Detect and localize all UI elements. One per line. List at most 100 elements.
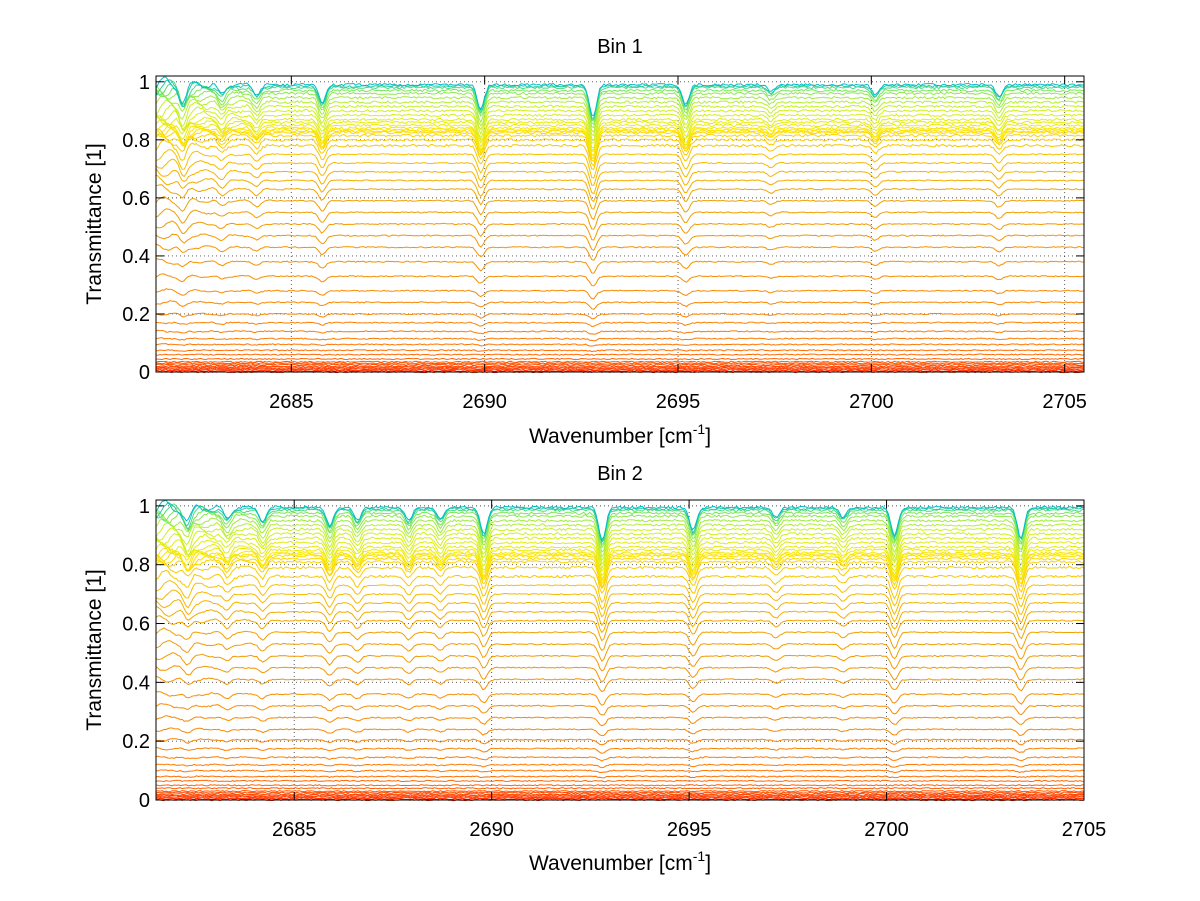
series-line [155,615,1085,642]
series-line [155,796,1084,799]
series-line [155,233,1085,251]
series-line [155,548,1085,583]
x-tick-label: 2685 [269,391,314,413]
series-line [155,363,1085,366]
series-line [155,769,1085,774]
series-line [155,329,1085,335]
chart-panel-bin-2: Bin 2 2685 2690 2695 2700 2705 0 0.2 0.4 0.6 0.8 1… [83,463,1106,875]
series-line [155,794,1085,797]
series-line [155,104,1085,142]
series-line [155,518,1085,558]
series-line [155,174,1085,203]
series-line [155,787,1085,790]
series-line [155,640,1085,662]
series-line [155,89,1084,129]
series-line [155,84,1085,126]
x-tick-label: 2690 [469,819,514,841]
series-line [155,220,1085,241]
series-line [155,553,1085,589]
series-line [155,784,1084,787]
y-tick-label: 0.6 [122,614,150,636]
series-line [155,533,1085,570]
series-line [155,543,1085,580]
axes-box [155,75,1085,373]
x-tick-label: 2705 [1062,819,1107,841]
series-line [155,675,1085,693]
series-line [155,522,1085,562]
series-line [156,797,1085,800]
x-tick-label: 2695 [656,391,701,413]
x-tick-label: 2700 [849,391,894,413]
series-line [155,727,1085,737]
y-tick-label: 0.8 [122,130,150,152]
series-line [155,122,1085,156]
chart-title: Bin 1 [597,36,643,58]
series-line [155,109,1085,144]
series-line [155,775,1085,779]
series-line [155,580,1085,611]
series-line [155,126,1085,160]
series-line [155,94,1085,133]
series-line [155,691,1085,706]
series-line [155,195,1085,221]
series-line [155,79,1084,119]
series-traces [155,76,1085,374]
series-line [155,128,1085,163]
series-line [156,357,1085,361]
series-line [155,184,1085,210]
series-line [155,589,1085,618]
series-line [155,538,1085,577]
series-line [155,343,1085,347]
series-line [155,509,1085,549]
series-line [155,665,1085,683]
series-line [155,118,1085,152]
series-line [156,369,1085,372]
y-tick-label: 0 [139,362,150,384]
y-tick-label: 0.2 [122,304,150,326]
series-line [155,791,1085,794]
series-line [155,367,1085,370]
series-line [155,546,1085,582]
series-line [155,715,1085,727]
y-tick-label: 0.2 [122,731,150,753]
series-line [155,112,1085,149]
series-line [155,790,1085,793]
series-line [155,507,1085,546]
series-line [155,527,1085,566]
y-tick-label: 1 [139,496,150,518]
series-line [155,148,1085,179]
series-line [155,738,1085,746]
series-line [155,158,1084,186]
x-axis-label: Wavenumber [cm-1] [529,421,711,448]
tick-marks: 2685 2690 2695 2700 2705 0 0.2 0.4 0.6 0.8 1 [122,496,1106,841]
series-line [155,746,1085,754]
y-axis-label: Transmittance [1] [83,143,106,304]
series-line [155,703,1085,716]
series-line [155,499,1085,541]
series-line [155,362,1085,365]
series-line [155,349,1085,353]
x-tick-label: 2700 [864,819,909,841]
x-tick-label: 2705 [1042,391,1087,413]
series-line [155,288,1085,300]
series-line [155,652,1085,672]
series-line [155,792,1085,796]
series-line [155,243,1085,261]
series-line [155,536,1085,572]
series-line [155,366,1085,369]
series-line [155,300,1085,310]
series-line [155,76,1084,117]
series-line [155,321,1085,328]
grid-lines [156,500,1084,800]
series-line [155,258,1085,274]
series-traces [155,499,1085,802]
y-tick-label: 0.8 [122,555,150,577]
series-line [155,627,1085,651]
series-line [155,560,1085,594]
series-line [155,554,1085,590]
series-line [155,208,1085,230]
series-line [155,779,1085,783]
series-line [156,365,1085,368]
tick-marks: 2685 2690 2695 2700 2705 0 0.2 0.4 0.6 0.8 1 [122,72,1087,413]
y-tick-label: 0.6 [122,188,150,210]
